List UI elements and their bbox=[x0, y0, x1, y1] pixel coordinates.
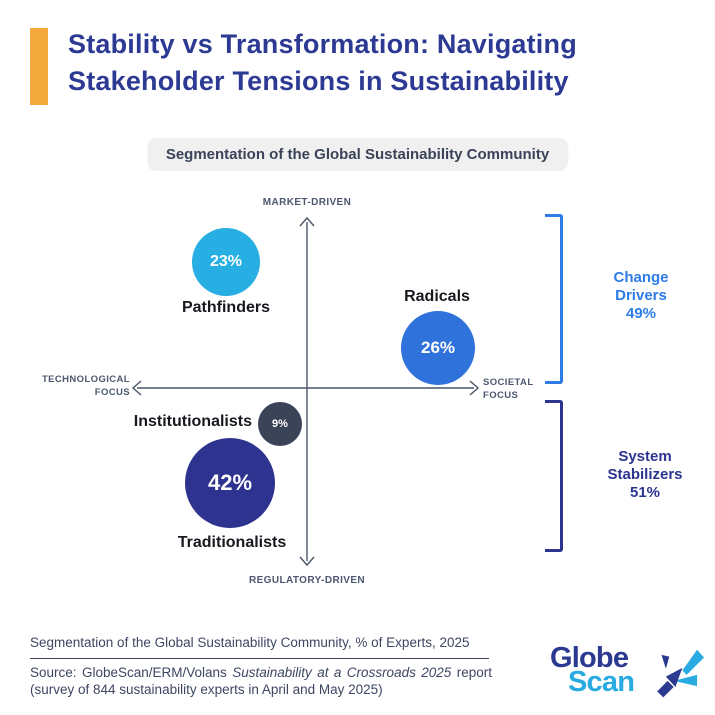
bubble-radicals-value: 26% bbox=[420, 338, 456, 357]
subtitle-badge: Segmentation of the Global Sustainabilit… bbox=[146, 138, 569, 171]
footer-divider bbox=[30, 658, 489, 659]
arrow-up-icon bbox=[299, 216, 315, 227]
axis-label-market-driven: MARKET-DRIVEN bbox=[262, 197, 352, 208]
axis-label-technological-focus: TECHNOLOGICAL FOCUS bbox=[41, 374, 130, 399]
bubble-traditionalists-label: Traditionalists bbox=[177, 534, 287, 551]
bubble-institutionalists-label: Institutionalists bbox=[133, 413, 252, 430]
bracket-change-drivers bbox=[545, 214, 563, 384]
bubble-traditionalists: 42% bbox=[185, 438, 275, 528]
arrow-right-icon bbox=[469, 380, 480, 396]
group-change-drivers-name: Change Drivers bbox=[613, 269, 669, 304]
source-prefix: Source: GlobeScan/ERM/Volans bbox=[30, 665, 233, 680]
bubble-institutionalists-value: 9% bbox=[272, 418, 288, 430]
bubble-pathfinders-label: Pathfinders bbox=[181, 299, 270, 316]
bubble-institutionalists: 9% bbox=[258, 402, 302, 446]
bubble-radicals-label: Radicals bbox=[404, 288, 470, 305]
bubble-radicals: 26% bbox=[401, 311, 475, 385]
footer-caption: Segmentation of the Global Sustainabilit… bbox=[30, 635, 470, 650]
globescan-starburst-icon bbox=[657, 649, 704, 698]
bubble-traditionalists-value: 42% bbox=[207, 470, 253, 495]
arrow-down-icon bbox=[299, 556, 315, 567]
globescan-logo: Globe Scan bbox=[548, 640, 704, 702]
footer-source: Source: GlobeScan/ERM/Volans Sustainabil… bbox=[30, 665, 492, 698]
group-system-stabilizers-name: System Stabilizers bbox=[607, 448, 683, 483]
source-report-title: Sustainability at a Crossroads 2025 bbox=[232, 665, 452, 680]
group-system-stabilizers-pct: 51% bbox=[629, 484, 661, 501]
logo-word-scan: Scan bbox=[568, 666, 635, 698]
bubble-pathfinders: 23% bbox=[192, 228, 260, 296]
page-title: Stability vs Transformation: Navigating … bbox=[68, 29, 577, 96]
bubble-pathfinders-value: 23% bbox=[209, 253, 243, 270]
title-accent-bar bbox=[30, 28, 48, 105]
logo-word-globe: Globe bbox=[550, 642, 629, 674]
group-label-change-drivers: Change Drivers 49% bbox=[598, 269, 684, 323]
source-suffix: report (survey of 844 sustainability exp… bbox=[30, 665, 492, 697]
group-change-drivers-pct: 49% bbox=[625, 305, 657, 322]
axis-label-societal-focus: SOCIETAL FOCUS bbox=[483, 377, 534, 402]
axis-label-regulatory-driven: REGULATORY-DRIVEN bbox=[248, 575, 366, 586]
arrow-left-icon bbox=[131, 380, 142, 396]
bracket-system-stabilizers bbox=[545, 400, 563, 552]
group-label-system-stabilizers: System Stabilizers 51% bbox=[595, 448, 695, 502]
